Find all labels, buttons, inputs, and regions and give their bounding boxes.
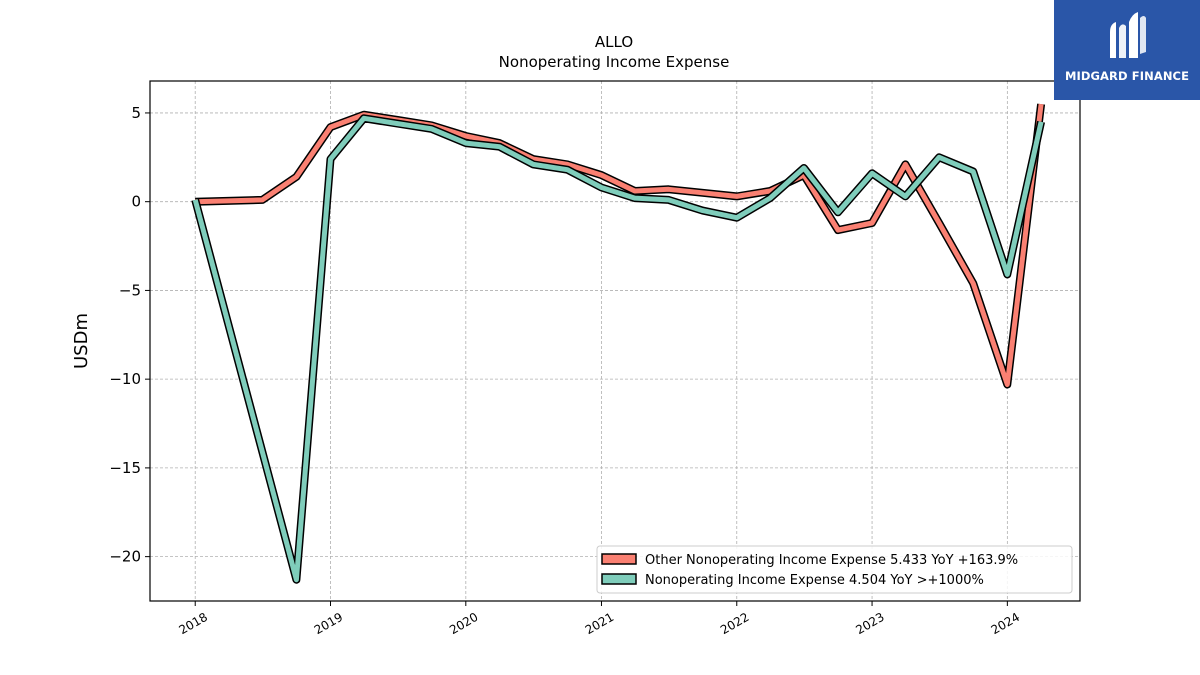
y-tick-label: −5 bbox=[119, 281, 141, 299]
chart-subtitle: Nonoperating Income Expense bbox=[499, 53, 730, 71]
x-tick-label: 2023 bbox=[853, 610, 886, 637]
y-tick-label: −15 bbox=[109, 459, 141, 477]
x-tick-label: 2019 bbox=[312, 610, 345, 637]
legend-swatch bbox=[601, 553, 637, 565]
y-tick-label: −10 bbox=[109, 370, 141, 388]
x-tick-label: 2018 bbox=[176, 610, 209, 637]
legend-swatch bbox=[601, 573, 637, 585]
y-tick-label: 5 bbox=[131, 104, 141, 122]
logo-text: MIDGARD FINANCE bbox=[1064, 69, 1190, 83]
legend-box bbox=[596, 545, 1073, 594]
y-tick-label: −20 bbox=[109, 548, 141, 566]
x-tick-label: 2020 bbox=[447, 610, 480, 637]
chart-title: ALLO bbox=[595, 33, 633, 51]
legend: Other Nonoperating Income Expense 5.433 … bbox=[596, 545, 1073, 594]
x-tick-label: 2024 bbox=[989, 610, 1022, 637]
legend-label: Other Nonoperating Income Expense 5.433 … bbox=[645, 553, 1018, 568]
logo-mark-icon bbox=[1110, 12, 1146, 58]
y-ticks: 5 0 −5 −10 −15 −20 bbox=[109, 104, 150, 566]
brand-logo: MIDGARD FINANCE bbox=[1054, 0, 1200, 100]
legend-label: Nonoperating Income Expense 4.504 YoY >+… bbox=[645, 573, 984, 588]
series-line-1 bbox=[192, 115, 1044, 583]
x-tick-label: 2021 bbox=[583, 610, 616, 637]
series-lines bbox=[191, 103, 1046, 584]
plot-frame bbox=[149, 80, 1081, 602]
x-tick-label: 2022 bbox=[718, 610, 751, 637]
y-axis-label: USDm bbox=[71, 313, 92, 369]
x-ticks: 2018 2019 2020 2021 2022 2023 2024 bbox=[176, 601, 1022, 637]
y-tick-label: 0 bbox=[131, 193, 141, 211]
